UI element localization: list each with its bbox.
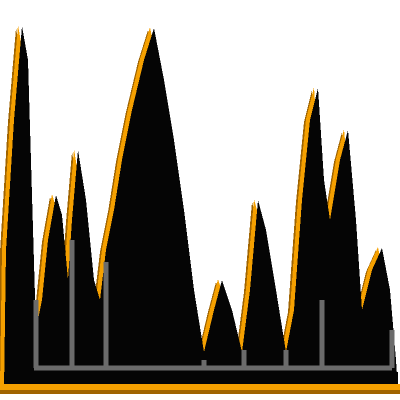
peaks-grid (33, 240, 395, 371)
baseline-amber (0, 384, 400, 392)
baseline-dark (6, 372, 398, 384)
baseline-shadow (0, 390, 400, 394)
peaks-baseline (0, 372, 400, 394)
peaks-body (4, 26, 398, 390)
peaks-silhouette (4, 26, 398, 390)
